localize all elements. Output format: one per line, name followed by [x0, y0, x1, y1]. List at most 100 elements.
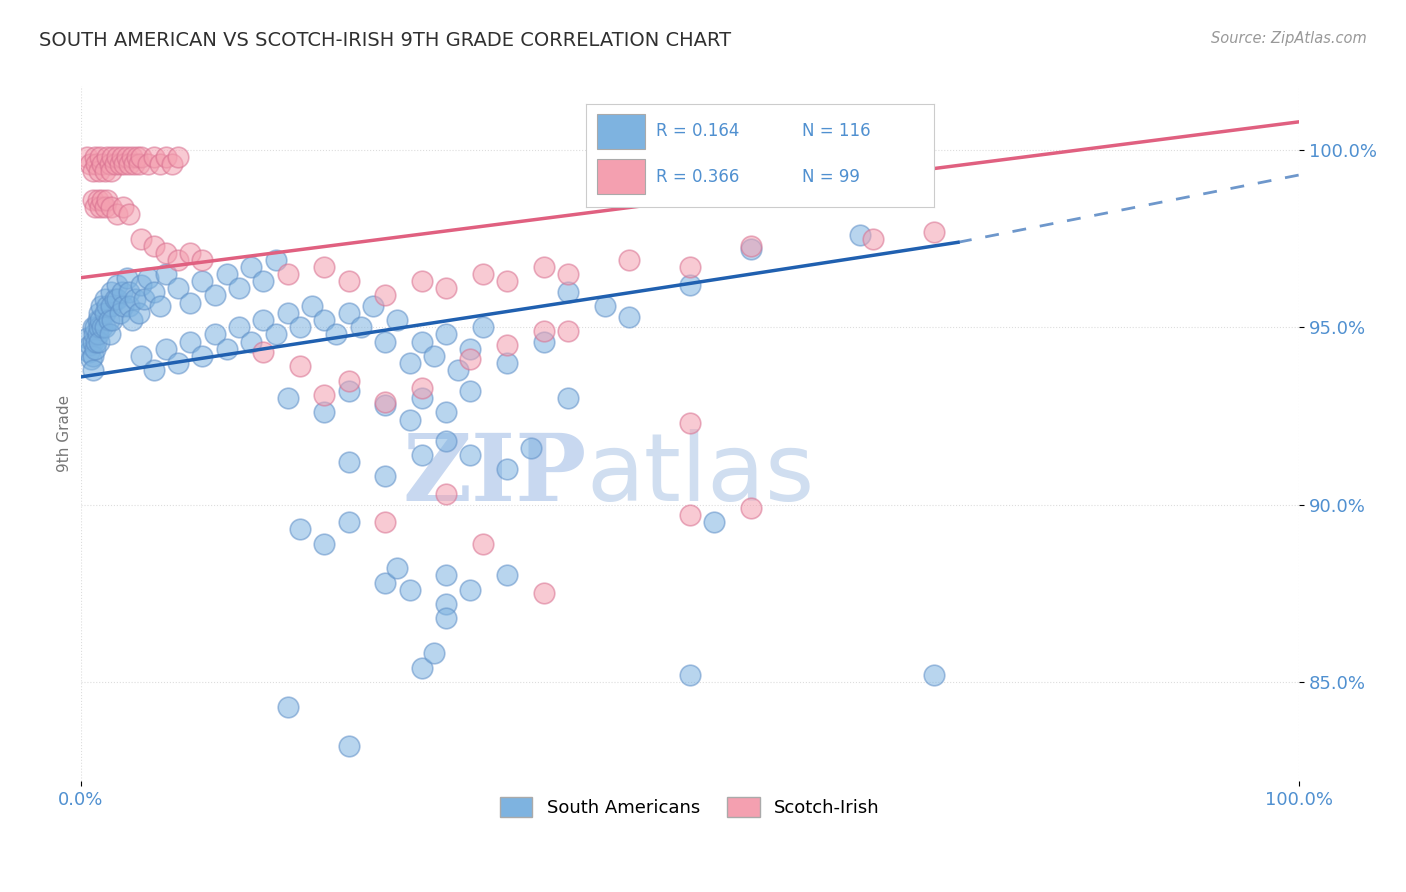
Point	[79, 338, 101, 352]
Point	[87, 334, 110, 349]
Point	[496, 274, 519, 288]
Point	[94, 164, 117, 178]
Point	[86, 157, 108, 171]
Point	[122, 157, 145, 171]
Point	[118, 157, 141, 171]
Point	[79, 157, 101, 171]
Point	[86, 193, 108, 207]
Point	[115, 270, 138, 285]
Point	[228, 281, 250, 295]
Point	[411, 391, 433, 405]
Point	[112, 299, 135, 313]
Point	[252, 345, 274, 359]
Text: ZIP: ZIP	[402, 430, 586, 520]
Legend: South Americans, Scotch-Irish: South Americans, Scotch-Irish	[492, 789, 887, 824]
Point	[557, 267, 579, 281]
Point	[264, 253, 287, 268]
Point	[96, 299, 118, 313]
Point	[922, 667, 945, 681]
Point	[434, 405, 457, 419]
Point	[191, 274, 214, 288]
Point	[82, 334, 104, 349]
Point	[77, 345, 100, 359]
Point	[125, 150, 148, 164]
Point	[411, 660, 433, 674]
Point	[82, 363, 104, 377]
Point	[423, 349, 446, 363]
Y-axis label: 9th Grade: 9th Grade	[58, 395, 72, 472]
Point	[91, 157, 114, 171]
Point	[83, 327, 105, 342]
Point	[240, 334, 263, 349]
Point	[288, 320, 311, 334]
Point	[314, 536, 336, 550]
Point	[374, 469, 396, 483]
Point	[471, 536, 494, 550]
Point	[97, 313, 120, 327]
Point	[167, 253, 190, 268]
Point	[434, 611, 457, 625]
Point	[277, 391, 299, 405]
Point	[94, 292, 117, 306]
Point	[96, 193, 118, 207]
Point	[82, 320, 104, 334]
Text: Source: ZipAtlas.com: Source: ZipAtlas.com	[1211, 31, 1367, 46]
Point	[82, 193, 104, 207]
Point	[89, 200, 111, 214]
Point	[191, 349, 214, 363]
Point	[121, 313, 143, 327]
Point	[121, 150, 143, 164]
Point	[277, 699, 299, 714]
Point	[277, 306, 299, 320]
Point	[398, 582, 420, 597]
Point	[337, 274, 360, 288]
Point	[337, 374, 360, 388]
Point	[361, 299, 384, 313]
Point	[155, 246, 177, 260]
Point	[100, 285, 122, 299]
Point	[167, 150, 190, 164]
Point	[434, 327, 457, 342]
Point	[87, 320, 110, 334]
Point	[460, 582, 482, 597]
Point	[96, 150, 118, 164]
Point	[84, 342, 107, 356]
Point	[142, 285, 165, 299]
Point	[434, 434, 457, 448]
Point	[314, 405, 336, 419]
Point	[496, 462, 519, 476]
Point	[288, 522, 311, 536]
Point	[100, 200, 122, 214]
Point	[142, 150, 165, 164]
Point	[128, 306, 150, 320]
Point	[460, 352, 482, 367]
Point	[740, 243, 762, 257]
Point	[496, 338, 519, 352]
Point	[82, 164, 104, 178]
Point	[374, 398, 396, 412]
Point	[86, 334, 108, 349]
Point	[142, 363, 165, 377]
Point	[434, 568, 457, 582]
Point	[76, 331, 98, 345]
Point	[105, 277, 128, 292]
Point	[84, 320, 107, 334]
Point	[679, 667, 702, 681]
Point	[115, 150, 138, 164]
Point	[740, 239, 762, 253]
Point	[314, 387, 336, 401]
Point	[849, 228, 872, 243]
Point	[94, 306, 117, 320]
Point	[496, 356, 519, 370]
Point	[105, 207, 128, 221]
Point	[204, 288, 226, 302]
Point	[557, 324, 579, 338]
Point	[124, 292, 146, 306]
Point	[228, 320, 250, 334]
Point	[87, 306, 110, 320]
Point	[94, 320, 117, 334]
Point	[374, 575, 396, 590]
Point	[98, 157, 121, 171]
Point	[434, 487, 457, 501]
Point	[423, 647, 446, 661]
